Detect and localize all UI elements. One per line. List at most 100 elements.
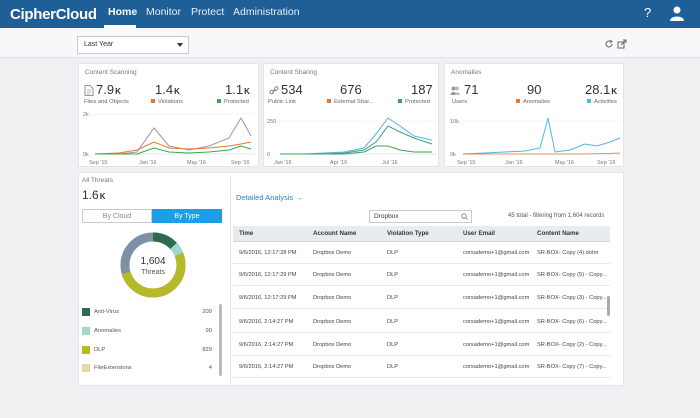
x-tick: Sep '16 — [231, 160, 249, 166]
cell-email: corsademo+1@gmail.com — [463, 364, 530, 370]
cell-violation: DLP — [387, 319, 399, 325]
cell-violation: DLP — [387, 342, 399, 348]
column-user-email[interactable]: User Email — [463, 230, 495, 237]
search-icon — [461, 213, 468, 220]
check-icon — [82, 346, 90, 354]
table-row[interactable]: 9/6/2016, 12:17:28 PM Dropbox Demo DLP c… — [233, 243, 610, 264]
table-row[interactable]: 9/6/2016, 2:14:27 PM Dropbox Demo DLP co… — [233, 312, 610, 333]
x-tick: Sep '15 — [89, 160, 107, 166]
files-label: Files and Objects — [84, 99, 129, 105]
x-tick: Jan '16 — [274, 160, 292, 166]
public-link-label: Public Link — [268, 99, 297, 105]
export-icon[interactable] — [617, 39, 627, 49]
chevron-down-icon — [177, 43, 183, 47]
check-icon — [82, 308, 90, 316]
search-input[interactable]: Dropbox — [369, 210, 472, 223]
y-tick: 2k — [83, 112, 89, 118]
cell-email: corsademo+1@gmail.com — [463, 342, 530, 348]
user-icon[interactable] — [669, 5, 685, 21]
legend-scrollbar[interactable] — [219, 304, 222, 376]
cell-content: SR-BOX- Copy (3) - Copy... — [537, 295, 607, 301]
nav-administration[interactable]: Administration — [233, 6, 300, 18]
table-scrollbar[interactable] — [607, 296, 610, 316]
table-row[interactable]: 9/6/2016, 2:14:27 PM Dropbox Demo DLP co… — [233, 335, 610, 356]
y-tick: 0k — [83, 152, 89, 158]
y-tick: 10k — [450, 119, 459, 125]
cell-violation: DLP — [387, 272, 399, 278]
x-tick: Sep '15 — [457, 160, 475, 166]
threats-donut-chart: 1,604 Threats — [120, 232, 186, 298]
x-tick: Sep '16 — [597, 160, 615, 166]
cell-content: SR-BOX- Copy (4).dotm — [537, 250, 599, 256]
toggle-by-cloud[interactable]: By Cloud — [82, 209, 152, 223]
all-threats-total: 1.6K — [82, 188, 106, 202]
refresh-icon[interactable] — [604, 39, 614, 49]
records-count: 45 total - filtering from 1,604 records — [508, 213, 605, 219]
column-content-name[interactable]: Content Name — [537, 230, 579, 237]
protected-metric: 1.1K — [225, 82, 250, 97]
external-share-metric: 676 — [340, 82, 362, 97]
users-icon — [450, 86, 460, 95]
files-metric: 7.9K — [96, 82, 121, 97]
cell-time: 9/6/2016, 12:17:29 PM — [239, 272, 297, 278]
cell-email: corsademo+1@gmail.com — [463, 319, 530, 325]
nav-protect[interactable]: Protect — [191, 6, 225, 18]
activities-label: Activities — [587, 99, 617, 105]
x-tick: May '16 — [555, 160, 574, 166]
date-range-value: Last Year — [84, 41, 114, 48]
table-header: Time Account Name Violation Type User Em… — [233, 226, 610, 242]
cell-content: SR-BOX- Copy (7) - Copy... — [537, 364, 607, 370]
cell-account: Dropbox Demo — [313, 295, 352, 301]
content-scanning-chart: 2k 0k Sep '15 Jan '16 May '16 Sep '16 — [83, 112, 255, 166]
y-tick: 250 — [267, 119, 276, 125]
file-icon — [84, 85, 94, 96]
column-account-name[interactable]: Account Name — [313, 230, 357, 237]
cell-time: 9/6/2016, 2:14:27 PM — [239, 319, 294, 325]
nav-home[interactable]: Home — [108, 6, 138, 18]
panel-title: Content Scanning — [85, 69, 137, 76]
donut-value: 1,604 — [140, 256, 165, 267]
table-row[interactable]: 9/6/2016, 2:14:27 PM Dropbox Demo DLP co… — [233, 357, 610, 378]
cell-account: Dropbox Demo — [313, 272, 352, 278]
x-tick: Apr '16 — [330, 160, 347, 166]
active-nav-indicator — [104, 25, 136, 28]
violations-label: Violations — [151, 99, 183, 105]
cell-email: corsademo+1@gmail.com — [463, 250, 530, 256]
cell-time: 9/6/2016, 12:17:29 PM — [239, 295, 297, 301]
panel-title: Content Sharing — [270, 69, 317, 76]
table-row[interactable]: 9/6/2016, 12:17:29 PM Dropbox Demo DLP c… — [233, 288, 610, 309]
nav-monitor[interactable]: Monitor — [146, 6, 182, 18]
cell-content: SR-BOX- Copy (6) - Copy... — [537, 319, 607, 325]
link-icon — [269, 86, 279, 95]
users-metric: 71 — [464, 82, 479, 97]
cell-email: corsademo+1@gmail.com — [463, 272, 530, 278]
activities-metric: 28.1K — [585, 82, 618, 97]
date-range-select[interactable]: Last Year — [77, 36, 189, 54]
cell-email: corsademo+1@gmail.com — [463, 295, 530, 301]
check-icon — [82, 327, 90, 335]
external-share-label: External Shar... — [327, 99, 374, 105]
column-time[interactable]: Time — [239, 230, 254, 237]
cell-violation: DLP — [387, 364, 399, 370]
column-violation-type[interactable]: Violation Type — [387, 230, 429, 237]
public-link-metric: 534 — [281, 82, 303, 97]
table-row[interactable]: 9/6/2016, 12:17:29 PM Dropbox Demo DLP c… — [233, 265, 610, 286]
cell-violation: DLP — [387, 295, 399, 301]
detailed-analysis-link[interactable]: Detailed Analysis → — [236, 193, 303, 202]
cell-account: Dropbox Demo — [313, 342, 352, 348]
cell-time: 9/6/2016, 2:14:27 PM — [239, 342, 294, 348]
content-sharing-chart: 250 0 Jan '16 Apr '16 Jul '16 — [267, 117, 436, 166]
cell-content: SR-BOX- Copy (2) - Copy... — [537, 342, 607, 348]
cell-time: 9/6/2016, 12:17:28 PM — [239, 250, 297, 256]
cell-violation: DLP — [387, 250, 399, 256]
cell-account: Dropbox Demo — [313, 250, 352, 256]
content-sharing-panel: Content Sharing 534 Public Link 676 Exte… — [263, 63, 439, 167]
cell-account: Dropbox Demo — [313, 364, 352, 370]
help-icon[interactable]: ? — [644, 5, 652, 20]
x-tick: Jul '16 — [382, 160, 398, 166]
toggle-by-type[interactable]: By Type — [152, 209, 222, 223]
panel-title: Anomalies — [451, 69, 482, 76]
cell-content: SR-BOX- Copy (5) - Copy... — [537, 272, 607, 278]
sharing-protected-metric: 187 — [411, 82, 433, 97]
users-label: Users — [452, 99, 468, 105]
